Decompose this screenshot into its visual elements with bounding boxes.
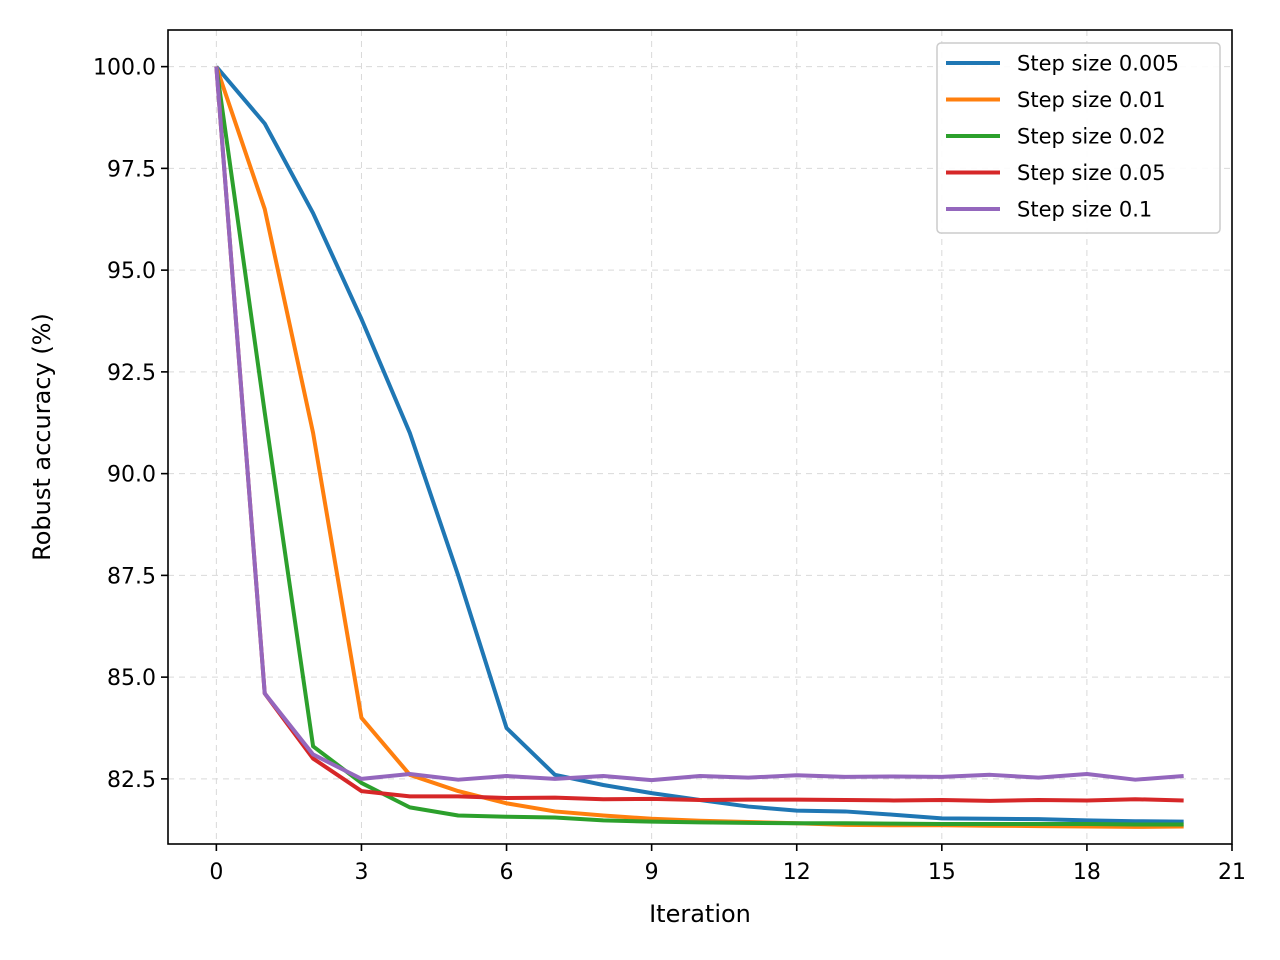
- series-line-5: [214, 66, 1184, 783]
- y-tick-label: 90.0: [107, 463, 156, 488]
- plot-series: [214, 65, 1184, 829]
- y-tick-label: 92.5: [107, 361, 156, 386]
- y-tick-label: 82.5: [107, 768, 156, 793]
- y-tick-label: 95.0: [107, 259, 156, 284]
- x-tick-label: 18: [1073, 860, 1101, 885]
- y-tick-label: 85.0: [107, 666, 156, 691]
- x-tick-label: 15: [928, 860, 956, 885]
- y-tick-label: 97.5: [107, 157, 156, 182]
- axes-frame: [167, 29, 1233, 845]
- y-tick-label: 100.0: [93, 56, 156, 81]
- x-tick-label: 3: [354, 860, 368, 885]
- y-axis-label: Robust accuracy (%): [28, 313, 56, 561]
- x-tick-label: 12: [783, 860, 811, 885]
- legend-label-1: Step size 0.005: [1017, 52, 1179, 76]
- x-tick-label: 6: [500, 860, 514, 885]
- series-line-4: [214, 66, 1184, 803]
- x-tick-label: 0: [209, 860, 223, 885]
- y-tick-label: 87.5: [107, 564, 156, 589]
- x-axis-label: Iteration: [649, 900, 751, 928]
- x-tick-label: 9: [645, 860, 659, 885]
- legend-label-5: Step size 0.1: [1017, 198, 1152, 222]
- legend-label-2: Step size 0.01: [1017, 88, 1166, 112]
- y-axis-ticks: 82.5 85.0 87.5 90.0 92.5 95.0 97.5 100.0: [93, 56, 168, 793]
- legend-box: [936, 42, 1221, 234]
- x-tick-label: 21: [1218, 860, 1246, 885]
- x-axis-ticks: 0 3 6 9 12 15 18 21: [209, 844, 1246, 885]
- legend-label-3: Step size 0.02: [1017, 125, 1166, 149]
- grid-lines: [168, 30, 1233, 844]
- legend-label-4: Step size 0.05: [1017, 161, 1166, 185]
- legend: Step size 0.005 Step size 0.01 Step size 0…: [936, 42, 1221, 234]
